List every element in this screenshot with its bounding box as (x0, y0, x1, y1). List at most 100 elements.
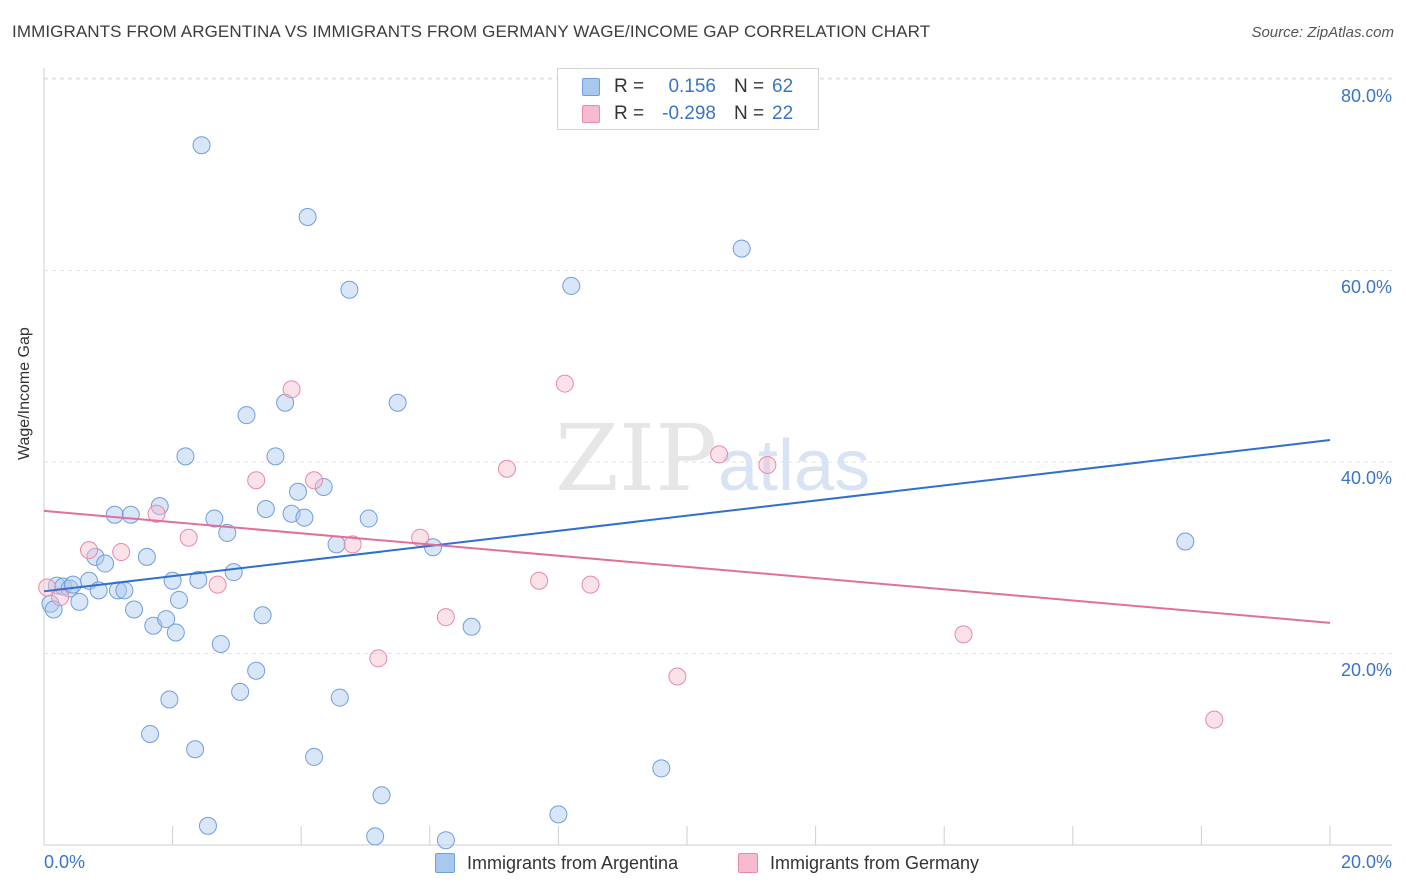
germany-point[interactable] (305, 471, 324, 490)
germany-point[interactable] (147, 504, 166, 523)
argentina-point[interactable] (549, 805, 568, 824)
argentina-point[interactable] (652, 759, 671, 778)
argentina-point[interactable] (247, 661, 266, 680)
argentina-legend-label: Immigrants from Argentina (467, 853, 679, 873)
argentina-point[interactable] (121, 505, 140, 524)
argentina-point[interactable] (137, 547, 156, 566)
germany-point[interactable] (343, 535, 362, 554)
argentina-point[interactable] (314, 477, 333, 496)
germany-point[interactable] (954, 625, 973, 644)
germany-point[interactable] (179, 528, 198, 547)
argentina-point[interactable] (70, 592, 89, 611)
argentina-point[interactable] (218, 523, 237, 542)
germany-point[interactable] (497, 459, 516, 478)
argentina-point[interactable] (462, 617, 481, 636)
correlation-legend: R = 0.156 N = 62 R = -0.298 N = 22 (557, 68, 819, 130)
argentina-point[interactable] (562, 276, 581, 295)
germany-point[interactable] (758, 455, 777, 474)
germany-point[interactable] (710, 445, 729, 464)
x-tick-marks (43, 826, 1331, 845)
germany-point[interactable] (581, 575, 600, 594)
argentina-point[interactable] (86, 547, 105, 566)
argentina-swatch (582, 78, 600, 96)
argentina-point[interactable] (231, 682, 250, 701)
argentina-point[interactable] (198, 816, 217, 835)
argentina-point[interactable] (266, 447, 285, 466)
argentina-point[interactable] (732, 239, 751, 258)
argentina-point[interactable] (388, 393, 407, 412)
n-value: 62 (772, 76, 794, 97)
argentina-point[interactable] (288, 482, 307, 501)
germany-point[interactable] (369, 649, 388, 668)
argentina-trend-line (43, 439, 1331, 593)
germany-point[interactable] (436, 608, 455, 627)
argentina-point[interactable] (224, 563, 243, 582)
trend-lines (43, 439, 1331, 624)
argentina-point[interactable] (305, 747, 324, 766)
n-value: 22 (772, 103, 794, 124)
source-label: Source: ZipAtlas.com (1251, 24, 1394, 41)
germany-point[interactable] (668, 667, 687, 686)
argentina-point[interactable] (359, 509, 378, 528)
germany-trend-line (43, 509, 1331, 624)
germany-point[interactable] (112, 543, 131, 562)
argentina-point[interactable] (170, 590, 189, 609)
argentina-point[interactable] (436, 831, 455, 850)
argentina-point[interactable] (176, 447, 195, 466)
argentina-point[interactable] (340, 280, 359, 299)
argentina-point[interactable] (295, 508, 314, 527)
germany-swatch (582, 105, 600, 123)
argentina-point[interactable] (105, 505, 124, 524)
x-tick-max: 20.0% (1340, 852, 1392, 872)
argentina-point[interactable] (372, 786, 391, 805)
argentina-point[interactable] (1176, 532, 1195, 551)
germany-legend-swatch (738, 853, 758, 873)
germany-legend-label: Immigrants from Germany (770, 853, 980, 873)
germany-point[interactable] (38, 578, 57, 597)
germany-point[interactable] (208, 575, 227, 594)
data-points (38, 136, 1224, 850)
x-tick-min: 0.0% (44, 852, 86, 872)
n-label: N = (734, 103, 765, 124)
argentina-point[interactable] (189, 570, 208, 589)
argentina-point[interactable] (330, 688, 349, 707)
argentina-point[interactable] (298, 208, 317, 226)
legend-row-germany: R = -0.298 N = 22 (558, 101, 818, 127)
watermark-atlas: atlas (718, 426, 870, 506)
argentina-point[interactable] (186, 740, 205, 759)
argentina-point[interactable] (125, 600, 144, 619)
argentina-point[interactable] (205, 509, 224, 528)
argentina-point[interactable] (256, 499, 275, 518)
argentina-point[interactable] (63, 575, 82, 594)
germany-point[interactable] (555, 374, 574, 393)
argentina-point[interactable] (327, 535, 346, 554)
argentina-legend-swatch (435, 853, 455, 873)
argentina-point[interactable] (166, 623, 185, 642)
argentina-point[interactable] (211, 634, 230, 653)
argentina-point[interactable] (141, 724, 160, 743)
r-value: -0.298 (662, 103, 716, 124)
r-value: 0.156 (668, 76, 716, 97)
argentina-point[interactable] (115, 581, 134, 600)
argentina-point[interactable] (366, 827, 385, 846)
y-tick-40: 40.0% (1340, 468, 1392, 488)
argentina-point[interactable] (237, 406, 256, 425)
r-label: R = (614, 76, 645, 97)
argentina-point[interactable] (253, 606, 272, 625)
n-label: N = (734, 76, 765, 97)
germany-point[interactable] (1205, 710, 1224, 729)
argentina-point[interactable] (192, 136, 211, 155)
germany-point[interactable] (247, 471, 266, 490)
argentina-point[interactable] (160, 690, 179, 709)
argentina-point[interactable] (157, 610, 176, 629)
y-tick-20: 20.0% (1340, 660, 1392, 680)
argentina-point[interactable] (96, 554, 115, 573)
legend-row-argentina: R = 0.156 N = 62 (558, 74, 818, 100)
chart-title: IMMIGRANTS FROM ARGENTINA VS IMMIGRANTS … (12, 22, 931, 41)
germany-point[interactable] (530, 571, 549, 590)
germany-point[interactable] (80, 541, 99, 560)
germany-point[interactable] (282, 380, 301, 399)
y-tick-60: 60.0% (1340, 277, 1392, 297)
r-label: R = (614, 103, 645, 124)
